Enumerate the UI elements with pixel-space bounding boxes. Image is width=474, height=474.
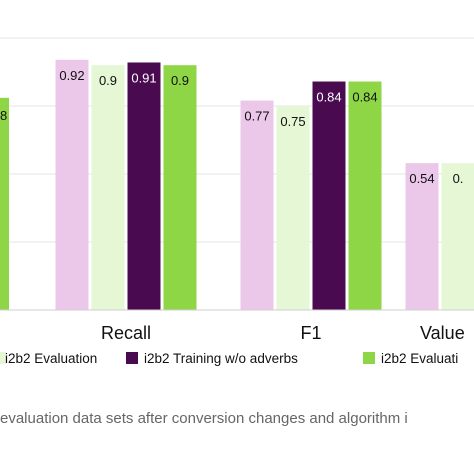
data-label-recall-s2: 0.91	[131, 70, 156, 85]
bar-f1-s0	[240, 100, 274, 310]
bar-f1-s1	[276, 106, 310, 310]
legend-label-2: i2b2 Training w/o adverbs	[144, 351, 298, 366]
bar-partial-previous	[0, 97, 9, 310]
legend-label-3: i2b2 Evaluati	[381, 351, 458, 366]
data-label-f1-s3: 0.84	[352, 90, 377, 105]
bar-recall-s3	[163, 65, 197, 310]
bar-value-s0	[405, 163, 439, 310]
bar-recall-s0	[55, 59, 89, 311]
data-label-recall-s0: 0.92	[59, 68, 84, 83]
bar-recall-s1	[91, 65, 125, 310]
legend: i2b2 Evaluation i2b2 Training w/o adverbs…	[0, 351, 458, 366]
bar-recall-s2	[127, 62, 161, 311]
data-label-partial-previous: 8	[0, 108, 7, 123]
data-label-recall-s1: 0.9	[99, 73, 117, 88]
data-label-value-s0: 0.54	[409, 171, 434, 186]
data-label-recall-s3: 0.9	[171, 73, 189, 88]
legend-swatch-1	[0, 352, 6, 364]
bar-value-s1	[441, 163, 474, 310]
x-axis-ticks: Recall F1 Value	[101, 323, 465, 343]
x-tick-recall: Recall	[101, 323, 151, 343]
bar-f1-s3	[348, 81, 382, 311]
data-label-f1-s2: 0.84	[316, 90, 341, 105]
bar-f1-s2	[312, 81, 346, 311]
data-label-f1-s0: 0.77	[244, 109, 269, 124]
bar-chart: 8 0.92 0.9 0.91 0.9 0.77 0.75 0.84 0.84 0.54 0. Re…	[0, 37, 474, 366]
legend-label-1: i2b2 Evaluation	[5, 351, 97, 366]
legend-swatch-3	[363, 352, 375, 364]
data-label-f1-s1: 0.75	[280, 114, 305, 129]
bars	[0, 59, 474, 311]
x-tick-f1: F1	[300, 323, 321, 343]
x-tick-value: Value	[420, 323, 465, 343]
legend-swatch-2	[126, 352, 138, 364]
data-labels: 8 0.92 0.9 0.91 0.9 0.77 0.75 0.84 0.84 0.54 0.	[0, 68, 463, 186]
data-label-value-s1: 0.	[453, 171, 464, 186]
figure-caption: evaluation data sets after conversion ch…	[0, 410, 408, 427]
